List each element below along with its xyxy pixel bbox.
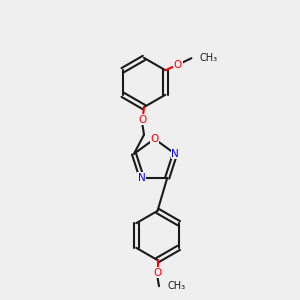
Text: CH₃: CH₃ [200,52,217,63]
Text: O: O [150,134,159,144]
Text: N: N [171,149,179,159]
Text: CH₃: CH₃ [168,281,186,291]
Text: O: O [153,268,162,278]
Text: O: O [138,115,147,125]
Text: O: O [174,60,182,70]
Text: N: N [138,173,146,183]
